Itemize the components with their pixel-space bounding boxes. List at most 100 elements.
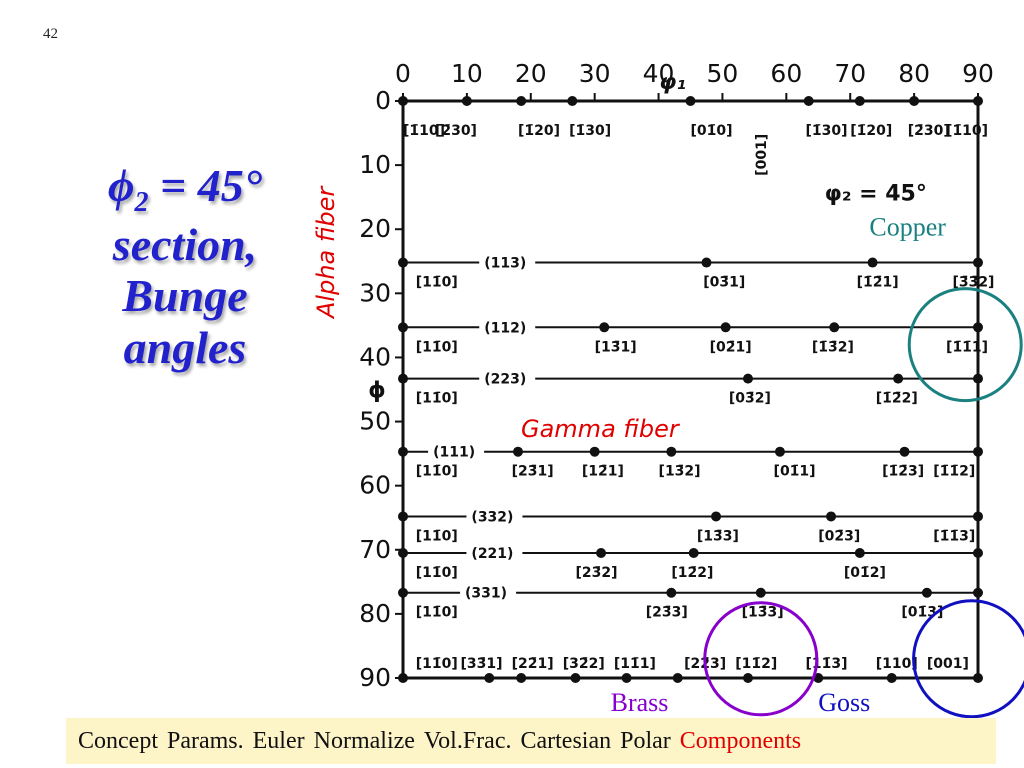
direction-label: [11̄0] xyxy=(416,656,458,672)
orientation-point xyxy=(398,373,408,384)
direction-label: [1̄1̄1] xyxy=(946,339,988,355)
orientation-point xyxy=(829,322,840,333)
x-tick-label: 20 xyxy=(515,59,547,88)
direction-label: [11̄3] xyxy=(806,656,848,672)
direction-label: [1̄1̄3] xyxy=(933,528,975,544)
y-axis-label: ϕ xyxy=(368,379,386,404)
title-line-4: angles xyxy=(123,321,247,373)
orientation-point xyxy=(701,257,712,268)
orientation-point xyxy=(567,96,578,106)
copper-circle xyxy=(907,287,1023,403)
gamma-fiber-label: Gamma fiber xyxy=(521,415,681,443)
orientation-point xyxy=(886,673,897,683)
direction-label: [001] xyxy=(927,656,969,672)
direction-label: [23̄1] xyxy=(512,464,554,480)
nav-item-euler[interactable]: Euler xyxy=(252,727,305,754)
direction-label: [01̄0] xyxy=(691,123,733,139)
orientation-point xyxy=(893,373,904,384)
nav-item-polar[interactable]: Polar xyxy=(620,727,671,754)
x-tick-label: 70 xyxy=(834,59,866,88)
orientation-point xyxy=(743,673,753,683)
title-line-3: Bunge xyxy=(122,270,248,322)
direction-label: [13̄1] xyxy=(595,339,637,355)
orientation-point xyxy=(621,673,632,683)
y-tick-label: 50 xyxy=(359,407,391,436)
direction-label: [1̄1̄2] xyxy=(933,464,975,480)
plane-family-label: (223) xyxy=(484,372,526,388)
direction-label: [1̄2̄3] xyxy=(882,464,924,480)
nav-bar: Concept Params. Euler Normalize Vol.Frac. Car… xyxy=(66,718,996,764)
orientation-point xyxy=(570,673,581,683)
title-line-1: ϕ2 = 45° xyxy=(107,160,263,219)
x-axis-label: φ₁ xyxy=(659,70,686,95)
orientation-point xyxy=(398,673,408,683)
section-label: φ₂ = 45° xyxy=(825,181,927,206)
direction-label: [3̄3̄2] xyxy=(952,275,994,291)
plane-family-label: (331) xyxy=(465,586,507,602)
orientation-point xyxy=(398,96,408,106)
direction-label: [13̄3] xyxy=(697,528,739,544)
direction-label: [22̄1] xyxy=(512,656,554,672)
orientation-point xyxy=(461,96,472,106)
direction-label: [1̄20] xyxy=(850,123,892,139)
y-tick-label: 90 xyxy=(359,663,391,692)
orientation-point xyxy=(599,322,610,333)
orientation-point xyxy=(774,446,785,457)
direction-label: [32̄2] xyxy=(563,656,605,672)
direction-label: [1̄10] xyxy=(946,123,988,139)
direction-label: [03̄1] xyxy=(703,275,745,291)
direction-label: [1̄10] xyxy=(403,123,445,139)
direction-label: [12̄1] xyxy=(582,464,624,480)
nav-item-cartesian[interactable]: Cartesian xyxy=(520,727,612,754)
direction-label: [13̄2] xyxy=(659,464,701,480)
orientation-point xyxy=(398,587,408,598)
orientation-point xyxy=(398,446,408,457)
orientation-point xyxy=(973,96,983,106)
direction-label: [1̄2̄2] xyxy=(876,391,918,407)
orientation-point xyxy=(973,587,983,598)
nav-item-params[interactable]: Params. xyxy=(166,727,244,754)
orientation-point xyxy=(589,446,600,457)
x-tick-label: 10 xyxy=(451,59,483,88)
orientation-point xyxy=(973,511,983,522)
x-tick-label: 80 xyxy=(898,59,930,88)
direction-label: [2̄30] xyxy=(908,123,950,139)
orientation-point xyxy=(666,587,677,598)
nav-item-volfrac[interactable]: Vol.Frac. xyxy=(423,727,512,754)
orientation-point xyxy=(973,373,983,384)
direction-label: [11̄0] xyxy=(416,605,458,621)
direction-label: [13̄3] xyxy=(742,605,784,621)
goss-label: Goss xyxy=(818,688,870,717)
orientation-point xyxy=(973,257,983,268)
nav-item-concept[interactable]: Concept xyxy=(78,727,158,754)
nav-item-normalize[interactable]: Normalize xyxy=(313,727,415,754)
orientation-point xyxy=(516,96,527,106)
orientation-point xyxy=(921,587,932,598)
y-tick-label: 20 xyxy=(359,214,391,243)
orientation-point xyxy=(854,96,865,106)
copper-label: Copper xyxy=(869,213,946,242)
direction-label: [02̄3] xyxy=(818,528,860,544)
direction-label: [1̄2̄1] xyxy=(857,275,899,291)
orientation-point xyxy=(867,257,878,268)
orientation-point xyxy=(398,547,408,558)
brass-circle xyxy=(703,601,819,717)
nav-item-components[interactable]: Components xyxy=(679,727,802,754)
direction-label: [11̄1] xyxy=(614,656,656,672)
y-tick-label: 30 xyxy=(359,278,391,307)
orientation-point xyxy=(899,446,910,457)
orientation-point xyxy=(743,373,753,384)
direction-label: [02̄1] xyxy=(710,339,752,355)
orientation-point xyxy=(398,257,408,268)
y-tick-label: 80 xyxy=(359,599,391,628)
plane-family-label: (332) xyxy=(471,509,513,525)
orientation-point xyxy=(711,511,722,522)
x-tick-label: 90 xyxy=(962,59,994,88)
direction-label: [11̄0] xyxy=(416,528,458,544)
slide-title: ϕ2 = 45° section, Bunge angles xyxy=(60,160,310,373)
direction-label: [11̄0] xyxy=(416,339,458,355)
plane-family-label: (111) xyxy=(433,445,475,461)
y-tick-label: 40 xyxy=(359,342,391,371)
plane-family-label: (112) xyxy=(484,320,526,336)
